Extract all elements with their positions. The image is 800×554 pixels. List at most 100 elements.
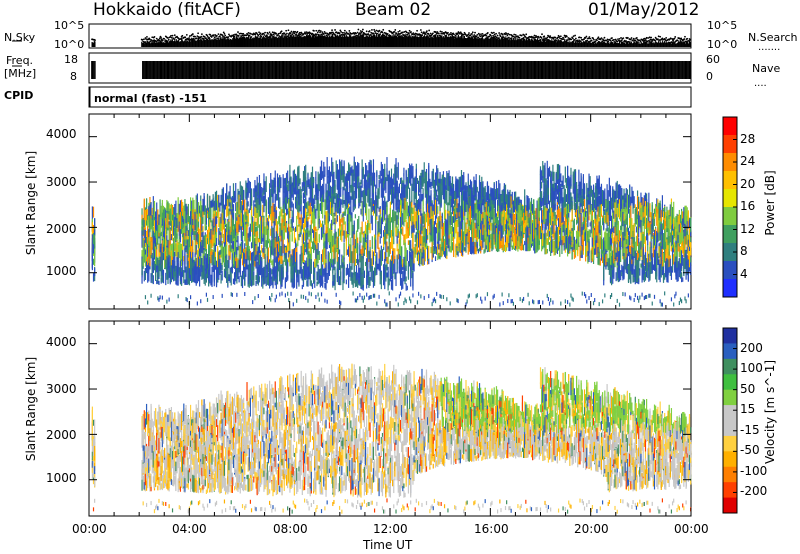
- nsearch-dot: [365, 30, 368, 33]
- nsearch-dot: [316, 31, 319, 34]
- nsearch-dot: [331, 29, 333, 32]
- nsearch-dot: [606, 38, 609, 41]
- nsearch-dot: [548, 36, 551, 39]
- nsearch-dot: [247, 31, 250, 34]
- nsearch-dot: [635, 36, 638, 39]
- nsearch-dot: [436, 31, 439, 33]
- nsearch-dot: [476, 33, 479, 36]
- nsearch-dot: [504, 33, 507, 36]
- nsearch-dot: [594, 40, 597, 43]
- nsearch-dot: [469, 34, 472, 37]
- nsearch-dot: [209, 33, 212, 36]
- nsearch-dot: [141, 39, 144, 41]
- nsearch-dot: [210, 36, 213, 38]
- nsearch-dot: [513, 33, 516, 36]
- nsearch-dot: [313, 30, 315, 32]
- nsearch-dot: [489, 34, 492, 37]
- nsearch-dot: [454, 34, 457, 37]
- nsearch-dot: [378, 29, 381, 32]
- xtick-label: 16:00: [474, 522, 509, 536]
- nsearch-dot: [424, 33, 427, 35]
- nsearch-dot: [258, 31, 260, 34]
- nsearch-dot: [398, 30, 401, 32]
- nsearch-dot: [159, 35, 162, 38]
- colorbar-tick-label: 16: [740, 199, 756, 213]
- nsearch-dot: [170, 36, 173, 39]
- x-axis-label: Time UT: [363, 538, 413, 552]
- nave-tick-high: 60: [706, 53, 720, 66]
- nsearch-dot: [459, 32, 461, 35]
- nsearch-dot: [520, 34, 523, 37]
- nsearch-dot: [339, 29, 342, 32]
- nsearch-dot: [676, 39, 679, 42]
- nsearch-dot: [270, 34, 273, 37]
- power-ytick: 2000: [46, 222, 77, 236]
- nsearch-dot: [673, 37, 676, 40]
- nsky-tick-high: 10^5: [54, 19, 85, 32]
- nsearch-dot: [249, 32, 252, 35]
- nsearch-dot: [291, 33, 294, 36]
- nsearch-dot: [505, 33, 508, 35]
- nsearch-dot: [160, 37, 163, 39]
- nsearch-dot: [184, 36, 187, 39]
- nsearch-dot: [567, 37, 570, 39]
- nsearch-dot: [561, 38, 564, 41]
- nsearch-dot: [149, 38, 151, 41]
- nsearch-dot: [566, 39, 569, 41]
- nsearch-dot: [235, 33, 238, 36]
- power-ytick: 1000: [46, 264, 77, 278]
- nsearch-dot: [649, 38, 652, 41]
- nsearch-dot: [684, 35, 686, 38]
- nsearch-dot: [559, 37, 561, 40]
- nsearch-dot: [301, 32, 303, 35]
- nsearch-dot: [326, 32, 329, 35]
- nsearch-dot: [228, 33, 230, 36]
- nsearch-dot: [570, 38, 573, 41]
- nsearch-dot: [294, 30, 297, 33]
- nsearch-dot: [403, 31, 406, 33]
- nsearch-dot: [224, 34, 227, 37]
- nsearch-dot: [492, 31, 495, 34]
- nsearch-dot: [480, 33, 482, 36]
- nsearch-dot: [563, 34, 566, 37]
- nsearch-dot: [394, 29, 397, 31]
- nsearch-dot: [343, 29, 346, 32]
- nave-label: Nave: [752, 62, 781, 75]
- nsearch-dot: [285, 29, 288, 32]
- nsearch-dot: [629, 38, 632, 41]
- freq-panel-frame: [88, 52, 692, 84]
- nsearch-dot: [496, 34, 499, 37]
- nsearch-dot: [420, 31, 423, 34]
- freq-plot: [91, 61, 691, 79]
- nsearch-dot: [533, 34, 536, 37]
- nsearch-dot: [325, 34, 328, 37]
- nsearch-dot: [507, 36, 510, 39]
- nsearch-dot: [630, 37, 633, 39]
- nsearch-dot: [146, 35, 148, 38]
- nsearch-dot: [145, 38, 148, 41]
- nsearch-dot: [546, 36, 549, 39]
- nsearch-dot: [632, 39, 634, 42]
- nsearch-dot: [357, 28, 360, 31]
- nsearch-dot: [495, 36, 498, 39]
- nsearch-dot: [222, 31, 225, 34]
- nsearch-dot: [373, 28, 376, 31]
- nsearch-dot: [618, 37, 621, 40]
- nsearch-dot: [484, 33, 487, 36]
- nsearch-dot: [252, 33, 254, 36]
- nsearch-dot: [287, 29, 290, 32]
- nave-tick-low: 0: [706, 70, 713, 83]
- nsearch-dot: [584, 37, 587, 39]
- colorbar-tick-label: 8: [740, 244, 748, 258]
- nsearch-dot: [385, 32, 388, 35]
- nsearch-dot: [194, 35, 197, 38]
- colorbar-tick-label: 200: [740, 340, 763, 355]
- nsearch-dot: [290, 30, 293, 33]
- nsearch-dot: [196, 35, 199, 38]
- nsearch-dot: [318, 29, 321, 32]
- nsearch-dot: [271, 31, 274, 34]
- nsearch-dot: [94, 39, 96, 42]
- nsearch-dot: [462, 33, 465, 36]
- velocity-ytick: 2000: [46, 428, 77, 442]
- nsearch-dot: [622, 37, 625, 40]
